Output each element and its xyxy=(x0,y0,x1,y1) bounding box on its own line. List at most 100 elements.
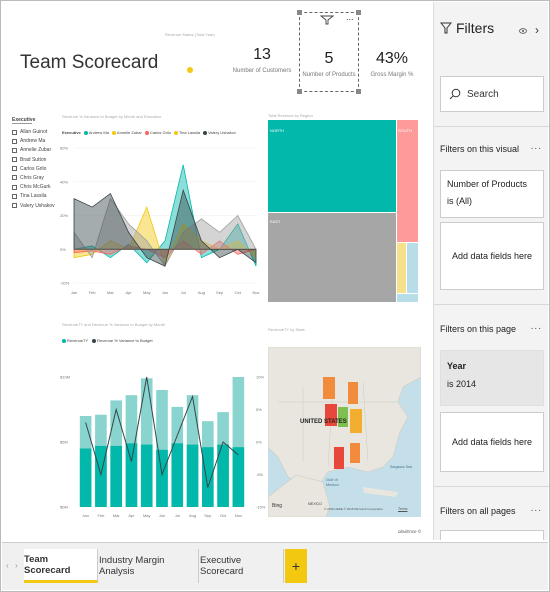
treemap-tile-east[interactable]: EAST xyxy=(268,213,396,302)
area-series-valery-ushakov xyxy=(73,188,257,267)
slicer-item[interactable]: Valery Ushakov xyxy=(12,203,62,209)
report-canvas: Team Scorecard Revenue Status (Total Yea… xyxy=(2,2,432,540)
section-more-button[interactable]: ... xyxy=(530,503,542,514)
variance-line xyxy=(85,376,239,488)
filter-card-all-pages[interactable] xyxy=(440,530,544,540)
tab-team-scorecard[interactable]: Team Scorecard xyxy=(24,549,98,583)
slicer-item[interactable]: Brad Sutton xyxy=(12,157,62,163)
resize-handle[interactable] xyxy=(297,89,302,94)
x-tick-label: Jul xyxy=(175,513,180,518)
eye-icon[interactable] xyxy=(519,27,527,35)
status-dot xyxy=(187,67,193,73)
x-tick-label: Apr xyxy=(125,290,132,295)
bar-budget xyxy=(156,390,168,507)
kpi-label: Gross Margin % xyxy=(370,72,414,78)
x-tick-label: Aug xyxy=(198,290,205,295)
section-more-button[interactable]: ... xyxy=(530,141,542,152)
tab-scroll-left-button[interactable]: ‹ xyxy=(6,561,9,570)
add-data-fields-page[interactable]: Add data fields here xyxy=(440,412,544,472)
legend-entry: Andrew Ma xyxy=(83,130,109,135)
filter-card-year[interactable]: Year is 2014 xyxy=(440,350,544,406)
filter-card-number-of-products[interactable]: Number of Products is (All) xyxy=(440,170,544,218)
slicer-item[interactable]: Tina Lassila xyxy=(12,193,62,199)
x-tick-label: Feb xyxy=(89,290,97,295)
kpi-products[interactable]: 5 Number of Products xyxy=(299,50,359,78)
kpi-customers[interactable]: 13 Number of Customers xyxy=(232,46,292,74)
state-shape[interactable] xyxy=(350,443,360,463)
tab-industry-margin-analysis[interactable]: Industry Margin Analysis xyxy=(99,549,199,583)
combo-chart[interactable]: $10M $5M $0M 10% 5% 0% -5% -10% Jan Feb Mar Apr May J… xyxy=(56,347,266,522)
checkbox[interactable] xyxy=(12,193,17,199)
slicer-item[interactable]: Chris Gray xyxy=(12,175,62,181)
status-caption: Revenue Status (Total Year) xyxy=(165,32,215,37)
map-caption: RevenueTY by State xyxy=(268,327,305,332)
legend-swatch xyxy=(62,338,66,343)
checkbox[interactable] xyxy=(12,147,17,153)
checkbox[interactable] xyxy=(12,184,17,190)
watermark: obviEnce © xyxy=(398,529,422,534)
tab-executive-scorecard[interactable]: Executive Scorecard xyxy=(200,549,284,583)
y-tick-label: 20% xyxy=(60,213,68,218)
checkbox[interactable] xyxy=(12,166,17,172)
checkbox[interactable] xyxy=(12,175,17,181)
collapse-pane-button[interactable]: › xyxy=(535,23,539,37)
x-tick-label: Feb xyxy=(97,513,105,518)
legend-swatch xyxy=(144,130,149,135)
slicer-item[interactable]: Carlos Grilo xyxy=(12,166,62,172)
map-label-mexico: MEXICO xyxy=(308,502,322,506)
state-shape[interactable] xyxy=(323,377,335,399)
checkbox[interactable] xyxy=(12,157,17,163)
section-more-button[interactable]: ... xyxy=(530,321,542,332)
map-terms-link[interactable]: Terms xyxy=(398,507,408,511)
section-filters-page: Filters on this page xyxy=(440,324,517,334)
treemap-label: EAST xyxy=(270,219,281,224)
state-shape[interactable] xyxy=(325,404,337,426)
resize-handle[interactable] xyxy=(356,10,361,15)
legend-item: Tina Lassila xyxy=(178,130,201,135)
kpi-value: 43% xyxy=(375,50,409,67)
slicer-item[interactable]: Allan Guinot xyxy=(12,129,62,135)
state-shape[interactable] xyxy=(348,382,358,404)
add-data-fields-visual[interactable]: Add data fields here xyxy=(440,222,544,290)
map[interactable]: UNITED STATES Gulf of Mexico MEXICO Sarg… xyxy=(268,347,421,517)
treemap-tile-west[interactable] xyxy=(397,243,406,293)
legend-item: Valery Ushakov xyxy=(208,130,236,135)
treemap-tile-central[interactable] xyxy=(407,243,418,293)
selected-visual-outline[interactable]: ... xyxy=(297,10,361,94)
slicer-item-label: Chris McGurk xyxy=(20,184,51,191)
treemap-tile-other[interactable] xyxy=(397,294,418,302)
kpi-value: 13 xyxy=(253,46,271,63)
checkbox[interactable] xyxy=(12,129,17,135)
resize-handle[interactable] xyxy=(297,10,302,15)
treemap-tile-south[interactable]: SOUTH xyxy=(397,120,418,242)
treemap-tile-north[interactable]: NORTH xyxy=(268,120,396,212)
legend-swatch xyxy=(92,338,97,343)
bar-revenue xyxy=(156,449,168,507)
checkbox[interactable] xyxy=(12,203,17,208)
bing-logo: Bing xyxy=(272,503,283,509)
tab-scroll-right-button[interactable]: › xyxy=(15,561,18,570)
map-label-sargasso: Sargasso Sea xyxy=(390,465,412,469)
state-shape[interactable] xyxy=(334,447,344,469)
slicer-item[interactable]: Andrew Ma xyxy=(12,138,62,144)
bar-revenue xyxy=(217,444,229,507)
resize-handle[interactable] xyxy=(356,89,361,94)
treemap[interactable]: NORTH EAST SOUTH xyxy=(268,120,418,302)
more-options-button[interactable]: ... xyxy=(346,12,354,22)
state-shape[interactable] xyxy=(350,409,362,433)
add-page-button[interactable]: + xyxy=(285,549,307,583)
slicer-item-label: Brad Sutton xyxy=(20,156,47,163)
slicer-item-label: Allan Guinot xyxy=(20,129,48,135)
state-shape[interactable] xyxy=(338,407,348,427)
checkbox[interactable] xyxy=(12,138,17,144)
legend-entry: Valery Ushakov xyxy=(203,130,236,135)
filter-icon[interactable] xyxy=(320,15,334,25)
y-tick-label: $10M xyxy=(60,375,70,380)
kpi-margin[interactable]: 43% Gross Margin % xyxy=(362,50,422,78)
slicer-item[interactable]: Chris McGurk xyxy=(12,184,62,190)
x-tick-label: Mar xyxy=(113,513,121,518)
slicer-item[interactable]: Annelie Zubar xyxy=(12,147,62,153)
area-chart[interactable]: 60% 40% 20% 0% -20%Jan Feb Mar Apr May Jun Jul Aug S… xyxy=(60,138,260,303)
kpi-value: 5 xyxy=(324,50,334,67)
filters-search-box[interactable]: Search xyxy=(440,76,544,112)
